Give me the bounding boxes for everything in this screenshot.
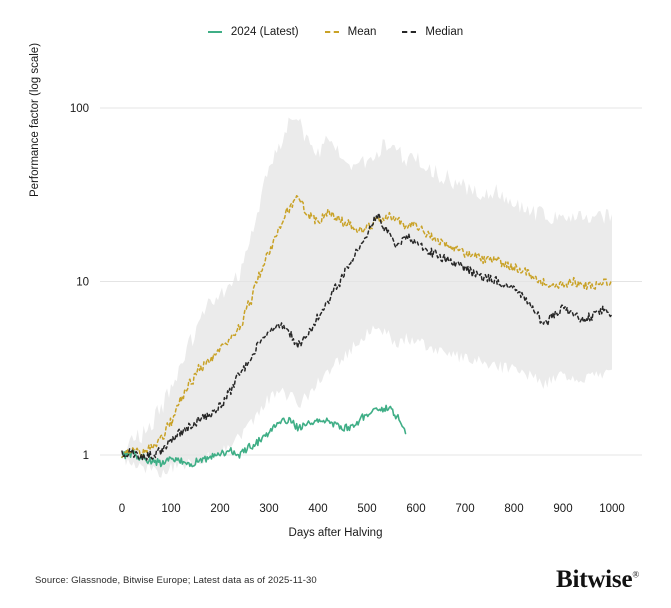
chart-legend: 2024 (Latest) Mean Median	[0, 26, 671, 38]
x-tick-label: 300	[259, 503, 278, 515]
legend-item-median[interactable]: Median	[402, 26, 463, 38]
x-tick-label: 400	[308, 503, 327, 515]
x-axis-title: Days after Halving	[288, 527, 383, 539]
y-tick-label: 100	[70, 103, 89, 115]
y-tick-label: 10	[76, 277, 89, 289]
legend-swatch-2024-icon	[207, 31, 222, 33]
x-tick-label: 100	[161, 503, 180, 515]
legend-swatch-median-icon	[402, 31, 417, 33]
legend-item-mean[interactable]: Mean	[324, 26, 377, 38]
x-tick-label: 600	[406, 503, 425, 515]
registered-mark-icon: ®	[632, 569, 639, 580]
source-note: Source: Glassnode, Bitwise Europe; Lates…	[35, 575, 317, 586]
legend-swatch-mean-icon	[324, 31, 339, 33]
y-axis-title: Performance factor (log scale)	[29, 42, 41, 197]
legend-item-2024[interactable]: 2024 (Latest)	[207, 26, 299, 38]
x-tick-label: 500	[357, 503, 376, 515]
legend-label-mean: Mean	[347, 26, 377, 38]
x-tick-label: 0	[119, 503, 125, 515]
bitwise-logo: Bitwise®	[556, 566, 639, 594]
x-tick-label: 800	[504, 503, 523, 515]
x-tick-label: 900	[553, 503, 572, 515]
legend-label-2024: 2024 (Latest)	[230, 26, 299, 38]
bitwise-logo-text: Bitwise	[555, 566, 633, 593]
y-tick-label: 1	[83, 450, 89, 462]
x-tick-label: 1000	[599, 503, 625, 515]
x-tick-label: 700	[455, 503, 474, 515]
x-tick-label: 200	[210, 503, 229, 515]
legend-label-median: Median	[425, 26, 464, 38]
